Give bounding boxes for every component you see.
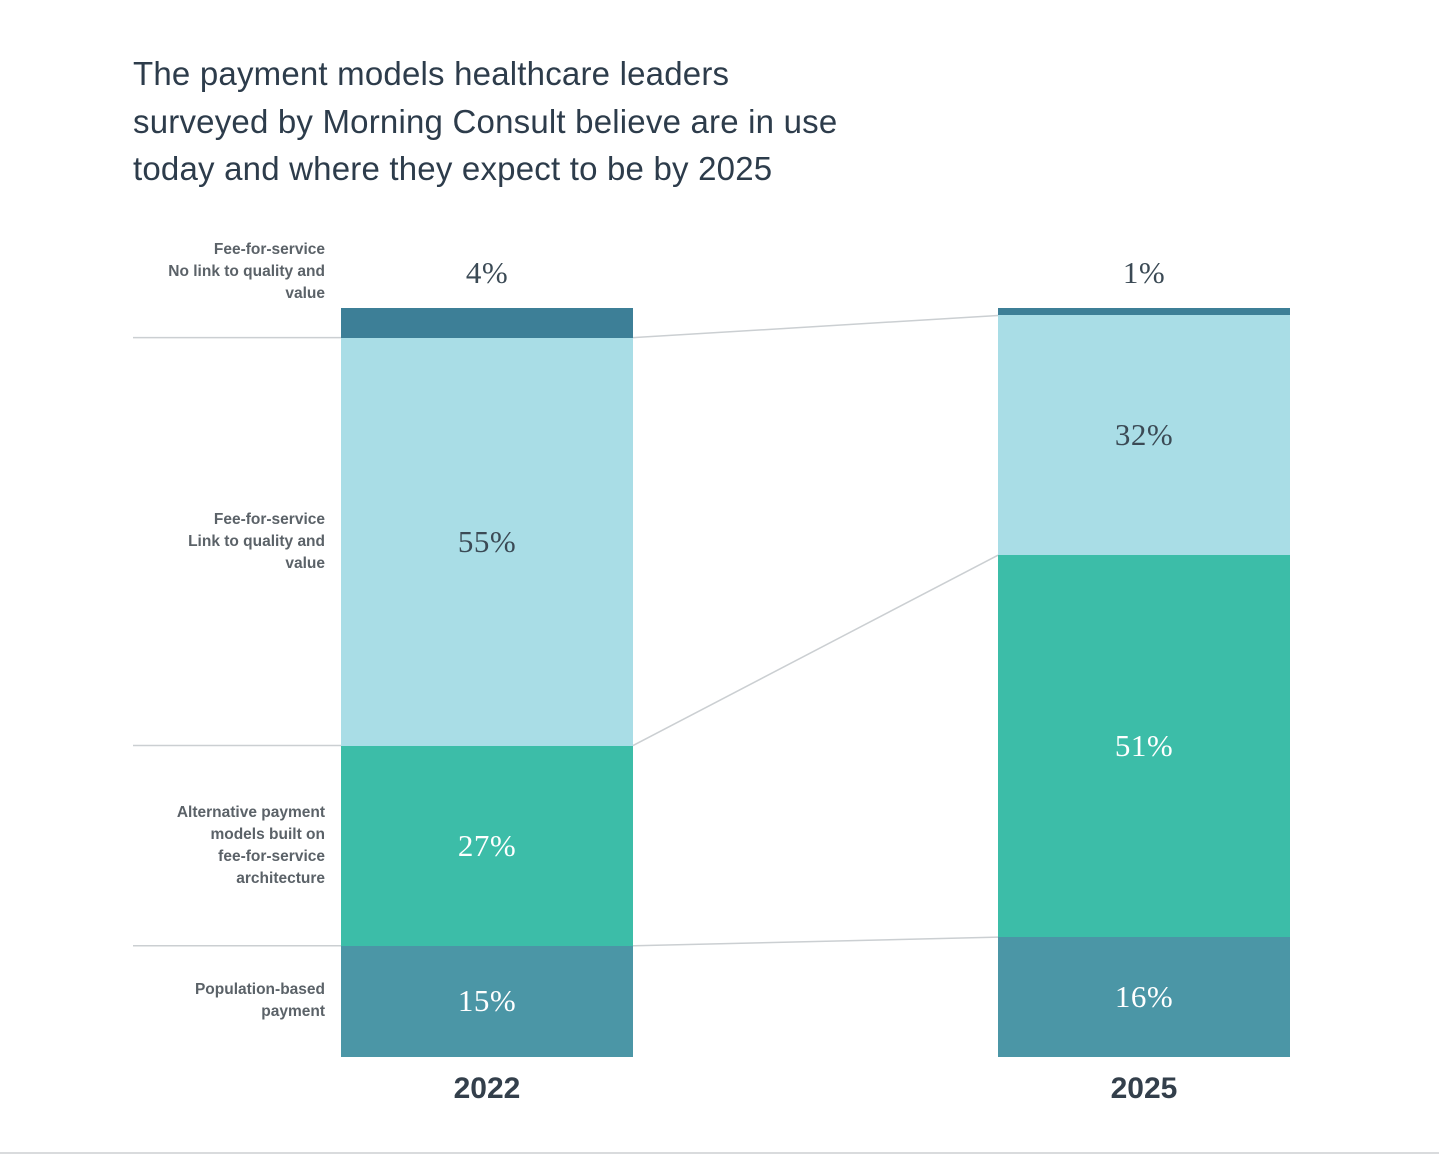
bar-segment: 55% bbox=[341, 337, 633, 746]
bar-segment: 15% bbox=[341, 945, 633, 1057]
value-label-above-bar: 4% bbox=[465, 255, 509, 290]
x-axis-label: 2022 bbox=[453, 1072, 521, 1105]
segment-value-label: 27% bbox=[457, 827, 517, 863]
value-label-above-bar: 1% bbox=[1122, 255, 1166, 290]
category-label: Population-based payment bbox=[194, 981, 325, 1021]
chart-title-line: today and where they expect to be by 202… bbox=[133, 150, 773, 188]
bar-segment bbox=[341, 308, 633, 338]
segment-value-label: 32% bbox=[1114, 417, 1174, 453]
stacked-bar-2022: 55% 27% 15% bbox=[341, 308, 633, 1057]
category-label: Fee-for-service No link to quality and val… bbox=[168, 241, 325, 302]
segment-value-label: 16% bbox=[1114, 979, 1174, 1015]
segment-value-label: 55% bbox=[457, 523, 517, 559]
chart-title-line: surveyed by Morning Consult believe are … bbox=[133, 102, 838, 140]
stacked-bar-2025: 32% 51% 16% bbox=[998, 308, 1290, 1057]
x-axis-label: 2025 bbox=[1110, 1072, 1178, 1105]
bar-segment: 16% bbox=[998, 937, 1290, 1057]
category-label: Alternative payment models built on fee-fo… bbox=[176, 803, 325, 887]
chart-title: The payment models healthcare leaders su… bbox=[133, 50, 837, 193]
page-bottom-divider bbox=[0, 1152, 1439, 1154]
bar-segment: 32% bbox=[998, 315, 1290, 556]
segment-value-label: 15% bbox=[457, 983, 517, 1019]
bar-segment: 51% bbox=[998, 555, 1290, 938]
chart-title-line: The payment models healthcare leaders bbox=[133, 55, 730, 92]
category-label: Fee-for-service Link to quality and value bbox=[188, 510, 325, 572]
segment-value-label: 51% bbox=[1114, 728, 1174, 764]
bar-segment bbox=[998, 308, 1290, 316]
bar-segment: 27% bbox=[341, 745, 633, 946]
